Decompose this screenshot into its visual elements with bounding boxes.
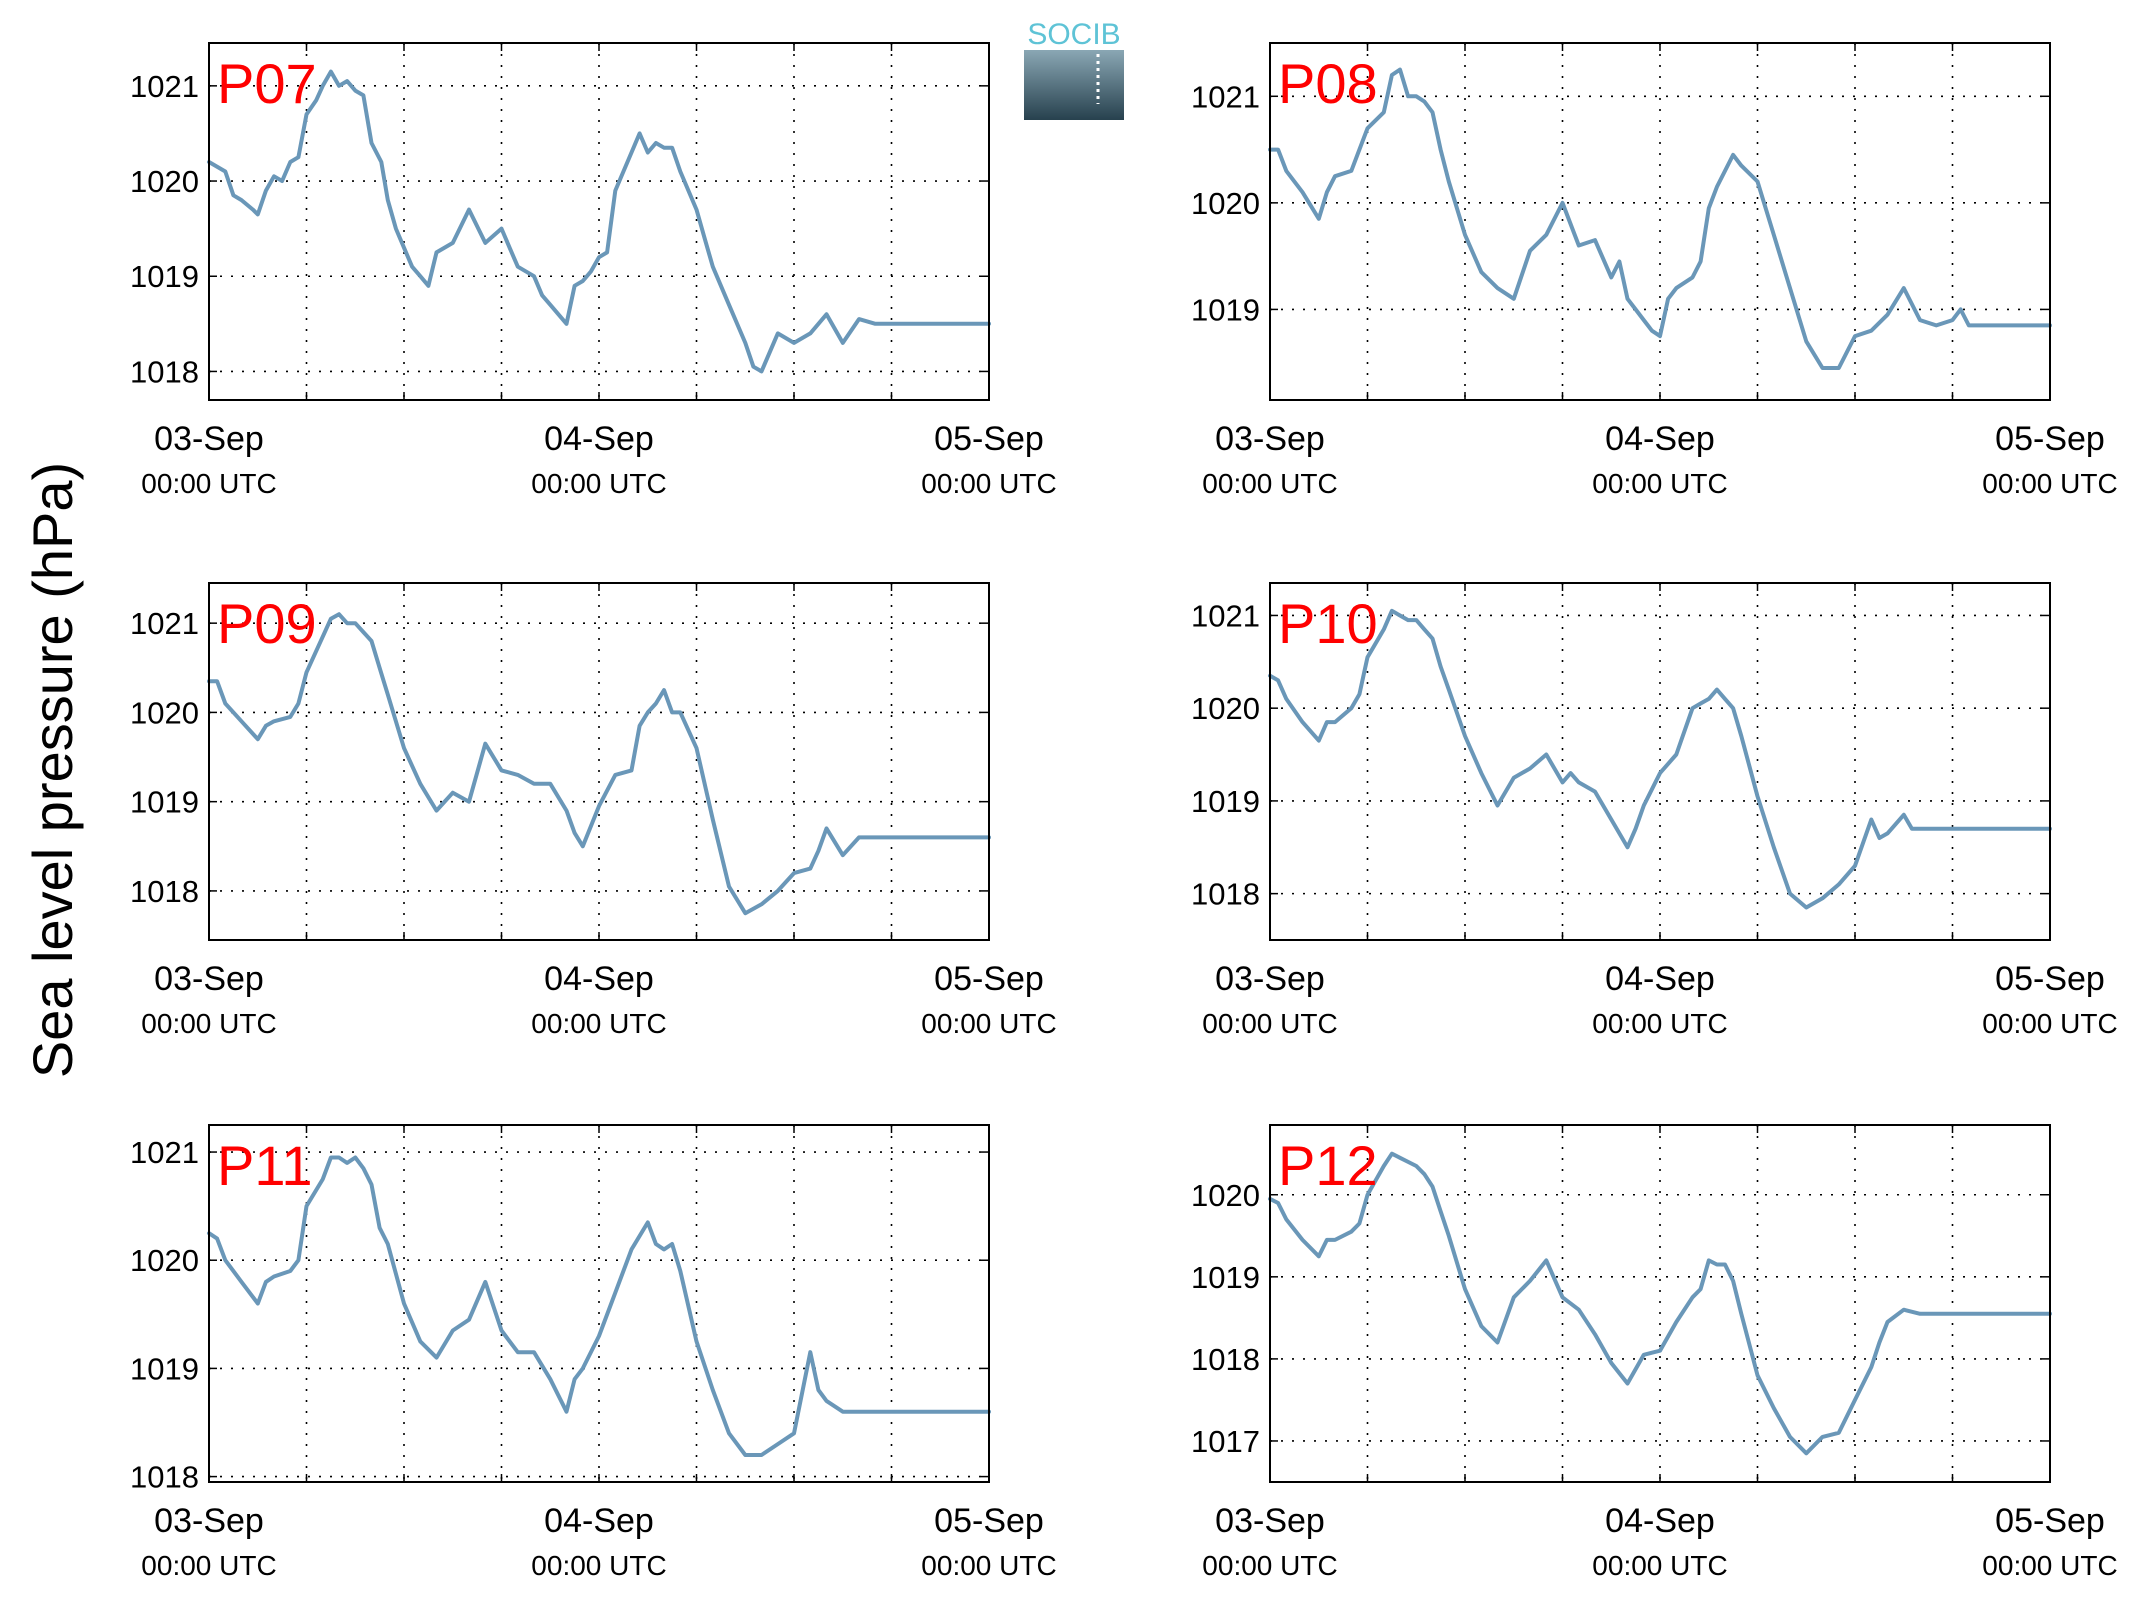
x-tick-time: 00:00 UTC	[1982, 1008, 2117, 1039]
x-tick-date: 04-Sep	[544, 960, 654, 998]
panel-title: P09	[217, 592, 317, 655]
y-tick-label: 1020	[1191, 691, 1260, 726]
panel-p10: 1018 1019 1020 1021 03-Sep 00:00 UTC 04-Sep 00:…	[1191, 582, 2118, 1039]
socib-logo-box	[1024, 50, 1124, 120]
x-tick-date: 04-Sep	[1605, 1502, 1715, 1540]
x-tick-time: 00:00 UTC	[1982, 468, 2117, 499]
y-tick-label: 1018	[130, 354, 199, 389]
x-tick-date: 03-Sep	[154, 420, 264, 458]
y-tick-label: 1021	[130, 606, 199, 641]
y-tick-label: 1020	[130, 164, 199, 199]
y-tick-label: 1019	[1191, 292, 1260, 327]
x-tick-time: 00:00 UTC	[921, 1008, 1056, 1039]
axes-frame	[1269, 582, 2051, 941]
series-line	[207, 612, 991, 916]
y-tick-label: 1019	[1191, 1260, 1260, 1295]
y-tick-label: 1018	[1191, 877, 1260, 912]
y-tick-label: 1020	[130, 1243, 199, 1278]
y-tick-label: 1019	[130, 1351, 199, 1386]
x-tick-time: 00:00 UTC	[141, 1550, 276, 1581]
panel-p08: 1019 1020 1021 03-Sep 00:00 UTC 04-Sep 00:00 U…	[1191, 42, 2118, 499]
panel-title: P07	[217, 52, 317, 115]
panel-p12: 1017 1018 1019 1020 03-Sep 00:00 UTC 04-Sep 00:…	[1191, 1124, 2118, 1581]
panel-title: P11	[217, 1134, 312, 1197]
axes-frame	[1269, 1124, 2051, 1483]
y-tick-label: 1021	[1191, 79, 1260, 114]
series-line	[1268, 608, 2052, 910]
y-tick-label: 1019	[1191, 784, 1260, 819]
x-tick-date: 03-Sep	[1215, 420, 1325, 458]
x-tick-date: 03-Sep	[1215, 960, 1325, 998]
panel-title: P10	[1278, 592, 1378, 655]
series-line	[1268, 1151, 2052, 1456]
x-tick-time: 00:00 UTC	[1202, 468, 1337, 499]
x-tick-date: 05-Sep	[1995, 1502, 2105, 1540]
x-tick-date: 04-Sep	[1605, 420, 1715, 458]
x-tick-time: 00:00 UTC	[1592, 1008, 1727, 1039]
panel-title: P08	[1278, 52, 1378, 115]
x-tick-time: 00:00 UTC	[141, 468, 276, 499]
x-tick-time: 00:00 UTC	[1982, 1550, 2117, 1581]
y-tick-label: 1020	[1191, 186, 1260, 221]
x-tick-time: 00:00 UTC	[531, 468, 666, 499]
x-tick-time: 00:00 UTC	[1592, 468, 1727, 499]
y-tick-label: 1017	[1191, 1424, 1260, 1459]
x-tick-date: 05-Sep	[1995, 420, 2105, 458]
x-tick-time: 00:00 UTC	[921, 468, 1056, 499]
series-line	[207, 69, 991, 374]
x-tick-time: 00:00 UTC	[531, 1008, 666, 1039]
y-tick-label: 1019	[130, 259, 199, 294]
x-tick-date: 04-Sep	[544, 1502, 654, 1540]
y-tick-label: 1018	[130, 1460, 199, 1495]
y-tick-label: 1020	[1191, 1178, 1260, 1213]
series-line	[207, 1155, 991, 1457]
axes-frame	[208, 42, 990, 401]
x-tick-date: 04-Sep	[544, 420, 654, 458]
axes-frame	[208, 582, 990, 941]
x-tick-time: 00:00 UTC	[921, 1550, 1056, 1581]
x-tick-time: 00:00 UTC	[531, 1550, 666, 1581]
x-tick-date: 05-Sep	[1995, 960, 2105, 998]
global-ylabel: Sea level pressure (hPa)	[21, 462, 84, 1078]
x-tick-date: 05-Sep	[934, 1502, 1044, 1540]
axes-frame	[208, 1124, 990, 1483]
panel-title: P12	[1278, 1134, 1378, 1197]
panel-p09: 1018 1019 1020 1021 03-Sep 00:00 UTC 04-Sep 00:…	[130, 582, 1057, 1039]
x-tick-date: 03-Sep	[1215, 1502, 1325, 1540]
x-tick-time: 00:00 UTC	[1592, 1550, 1727, 1581]
panel-p07: 1018 1019 1020 1021 03-Sep 00:00 UTC 04-Sep 00:…	[130, 42, 1057, 499]
y-tick-label: 1019	[130, 785, 199, 820]
y-tick-label: 1020	[130, 695, 199, 730]
y-tick-label: 1021	[130, 69, 199, 104]
series-line	[1268, 67, 2052, 370]
x-tick-date: 04-Sep	[1605, 960, 1715, 998]
x-tick-time: 00:00 UTC	[1202, 1550, 1337, 1581]
panels: 1018 1019 1020 1021 03-Sep 00:00 UTC 04-Sep 00:…	[130, 42, 2118, 1581]
panel-p11: 1018 1019 1020 1021 03-Sep 00:00 UTC 04-Sep 00:…	[130, 1124, 1057, 1581]
y-tick-label: 1021	[130, 1135, 199, 1170]
y-tick-label: 1018	[1191, 1342, 1260, 1377]
y-tick-label: 1021	[1191, 598, 1260, 633]
axes-frame	[1269, 42, 2051, 401]
x-tick-date: 03-Sep	[154, 960, 264, 998]
x-tick-date: 03-Sep	[154, 1502, 264, 1540]
y-tick-label: 1018	[130, 874, 199, 909]
x-tick-time: 00:00 UTC	[1202, 1008, 1337, 1039]
socib-logo: SOCIB	[1024, 18, 1124, 120]
x-tick-date: 05-Sep	[934, 960, 1044, 998]
x-tick-time: 00:00 UTC	[141, 1008, 276, 1039]
x-tick-date: 05-Sep	[934, 420, 1044, 458]
socib-logo-text: SOCIB	[1027, 18, 1120, 51]
